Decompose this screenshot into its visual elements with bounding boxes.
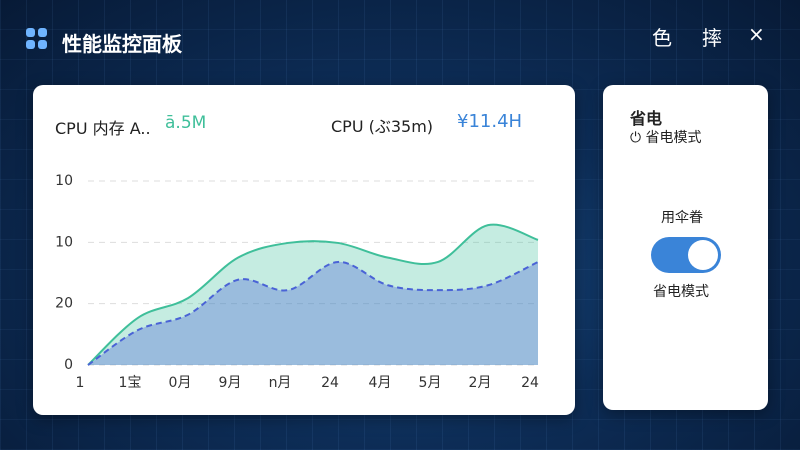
mode-label: ⏻ 省电模式 (630, 130, 702, 146)
toggle-caption: 省电模式 (653, 284, 709, 300)
side-card: 省电 ⏻ 省电模式 用伞眷 省电模式 (603, 85, 768, 410)
area-line (87, 223, 539, 366)
metric-label: CPU (ぶ35m) (331, 117, 434, 136)
side-title: 省电 (630, 109, 663, 128)
x-tick-label: 4月 (369, 375, 392, 391)
x-tick-label: 2月 (469, 375, 492, 391)
toggle-label: 用伞眷 (661, 210, 703, 226)
chart-card: CPU 内存 A.. ā.5M CPU (ぶ35m) ¥11.4H 0 20 10 1… (33, 85, 575, 415)
x-tick-label: 5月 (419, 375, 442, 391)
metric-label: CPU 内存 A.. (55, 119, 151, 138)
metric-value: ā.5M (165, 113, 207, 133)
logo (26, 28, 48, 50)
x-tick-label: 0月 (169, 375, 192, 391)
y-tick-label: 0 (64, 357, 73, 373)
mode-text: 省电模式 (645, 130, 702, 146)
area-fill (88, 224, 538, 365)
y-tick-label: 10 (55, 173, 73, 189)
pin-button[interactable]: 摔 (702, 26, 722, 50)
area-line (87, 260, 539, 366)
x-tick-label: 24 (321, 375, 339, 391)
theme-button[interactable]: 色 (652, 26, 672, 50)
x-tick-label: 24 (521, 375, 539, 391)
close-button[interactable]: × (748, 22, 765, 46)
metric-value: ¥11.4H (457, 111, 523, 132)
x-tick-label: 9月 (219, 375, 242, 391)
x-tick-label: 1宝 (119, 375, 142, 391)
x-tick-label: 1 (76, 375, 85, 391)
x-tick-label: n月 (269, 375, 292, 391)
power-toggle[interactable] (651, 237, 721, 273)
y-tick-label: 20 (55, 296, 73, 312)
area-fill (88, 261, 538, 365)
window-title: 性能监控面板 (62, 32, 182, 56)
y-tick-label: 10 (55, 234, 73, 250)
chart: 0 20 10 10 1 1宝 0月 9月 n月 24 4月 5月 2月 24 (55, 173, 539, 391)
